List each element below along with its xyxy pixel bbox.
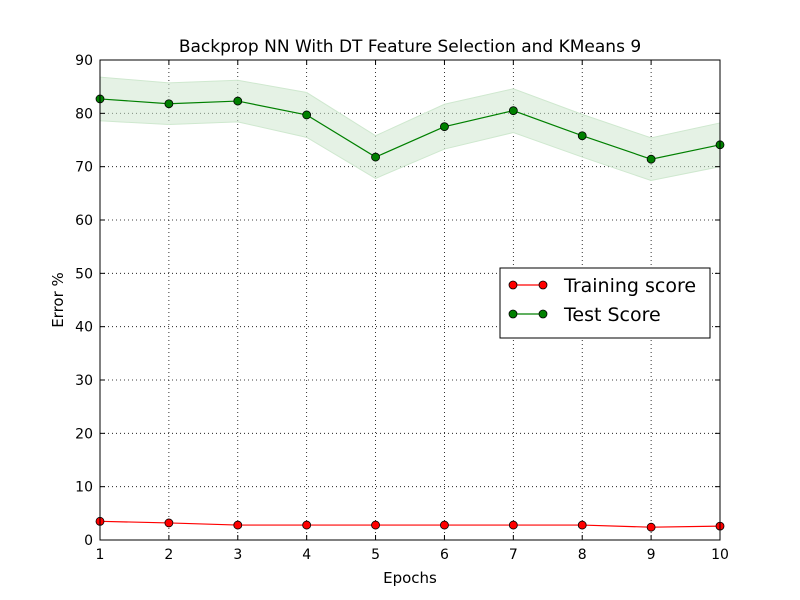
series-lines [95,94,725,532]
y-tick-label: 60 [75,213,93,229]
data-point [302,110,312,120]
y-tick-label: 50 [75,266,93,282]
x-tick-label: 8 [578,547,587,563]
y-tick-label: 20 [75,426,93,442]
data-point [164,518,174,528]
y-tick-label: 30 [75,373,93,389]
y-tick-label: 90 [75,53,93,69]
data-point [302,520,312,530]
y-tick-label: 40 [75,320,93,336]
data-point [646,154,656,164]
legend-box [499,267,711,339]
data-point [371,152,380,162]
series-line-1 [99,98,721,160]
legend-label: Training score [563,275,696,297]
data-point [646,522,656,532]
x-axis-label: Epochs [383,569,437,587]
x-tick-label: 5 [371,547,380,563]
data-point [440,520,449,530]
x-tick-label: 9 [647,547,656,563]
data-point [164,99,174,109]
legend-marker [508,309,518,319]
legend-label: Test Score [563,304,661,326]
chart-title: Backprop NN With DT Feature Selection an… [179,37,641,57]
data-point [233,520,243,530]
x-tick-label: 10 [711,547,729,563]
x-tick-label: 7 [509,547,518,563]
x-tick-label: 4 [302,547,311,563]
legend: Training score Test Score [499,267,711,339]
data-point [508,106,518,116]
y-tick-label: 10 [75,480,93,496]
x-tick-label: 1 [96,547,105,563]
legend-marker [538,309,548,319]
y-tick-label: 0 [84,533,93,549]
plot-frame [99,59,721,541]
y-tick-label: 70 [75,160,93,176]
data-point [233,96,243,106]
data-point [577,131,587,141]
axis-ticks: 1 2 3 4 5 6 7 8 9 10 0 10 20 30 40 50 60 70 80 90 [75,53,729,563]
series-line-0 [99,520,721,528]
x-tick-label: 2 [164,547,173,563]
data-point [371,520,380,530]
x-tick-label: 3 [233,547,242,563]
legend-marker [538,280,548,290]
data-point [508,520,518,530]
data-point [577,520,587,530]
data-point [440,122,449,132]
legend-marker [508,280,518,290]
y-axis-label: Error % [49,272,67,328]
x-tick-label: 6 [440,547,449,563]
y-tick-label: 80 [75,106,93,122]
